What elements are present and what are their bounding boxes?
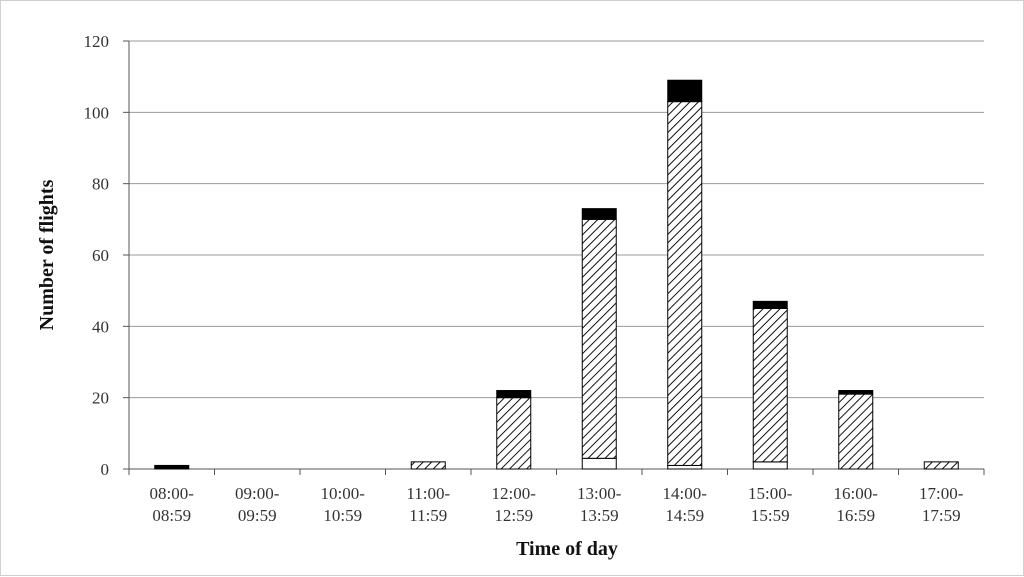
bar-segment (838, 393, 874, 470)
bar-segment (752, 461, 788, 470)
x-tick-label: 10:00- (321, 484, 366, 503)
x-tick-label: 09:00- (235, 484, 280, 503)
bar-segment (667, 79, 703, 103)
x-tick-label: 13:59 (580, 506, 619, 525)
x-tick-label: 08:00- (150, 484, 195, 503)
y-tick-label: 80 (92, 175, 109, 194)
bar-segment (496, 390, 532, 399)
bar-segment (838, 390, 874, 395)
x-tick-label: 08:59 (152, 506, 191, 525)
y-tick-label: 20 (92, 389, 109, 408)
bars (154, 79, 959, 470)
x-axis-title: Time of day (516, 538, 618, 560)
x-tick-label: 09:59 (238, 506, 277, 525)
y-tick-label: 120 (84, 32, 110, 51)
x-tick-label: 14:00- (663, 484, 708, 503)
x-tick-label: 11:59 (409, 506, 447, 525)
x-tick-label: 16:59 (836, 506, 875, 525)
bar-segment (154, 464, 190, 470)
x-tick-label: 17:59 (922, 506, 961, 525)
x-tick-label: 12:00- (492, 484, 537, 503)
bar-segment (581, 208, 617, 220)
gridlines (129, 40, 984, 399)
y-tick-label: 60 (92, 246, 109, 265)
bar-segment (581, 457, 617, 470)
bar-segment (496, 397, 532, 470)
x-tick-label: 16:00- (834, 484, 879, 503)
bar-segment (923, 461, 959, 470)
bar-segment (667, 101, 703, 466)
y-tick-label: 0 (101, 460, 110, 479)
x-tick-label: 13:00- (577, 484, 622, 503)
x-tick-label: 17:00- (919, 484, 964, 503)
x-tick-label: 14:59 (665, 506, 704, 525)
x-tick-label: 15:00- (748, 484, 793, 503)
bar-segment (581, 218, 617, 459)
x-tick-label: 10:59 (323, 506, 362, 525)
y-axis-title: Number of flights (36, 179, 58, 330)
y-tick-labels: 0 20 40 60 80 100 120 (84, 32, 110, 479)
bar-segment (410, 461, 446, 470)
x-tick-label: 12:59 (494, 506, 533, 525)
bar-segment (752, 300, 788, 310)
bar-segment (752, 308, 788, 463)
x-tick-label: 15:59 (751, 506, 790, 525)
bar-segment (667, 464, 703, 470)
y-tick-label: 40 (92, 317, 109, 336)
x-tick-labels: 08:00- 08:59 09:00- 09:59 10:00- 10:59 11:00- 1… (150, 484, 964, 525)
x-tick-label: 11:00- (406, 484, 450, 503)
y-tick-label: 100 (84, 103, 110, 122)
